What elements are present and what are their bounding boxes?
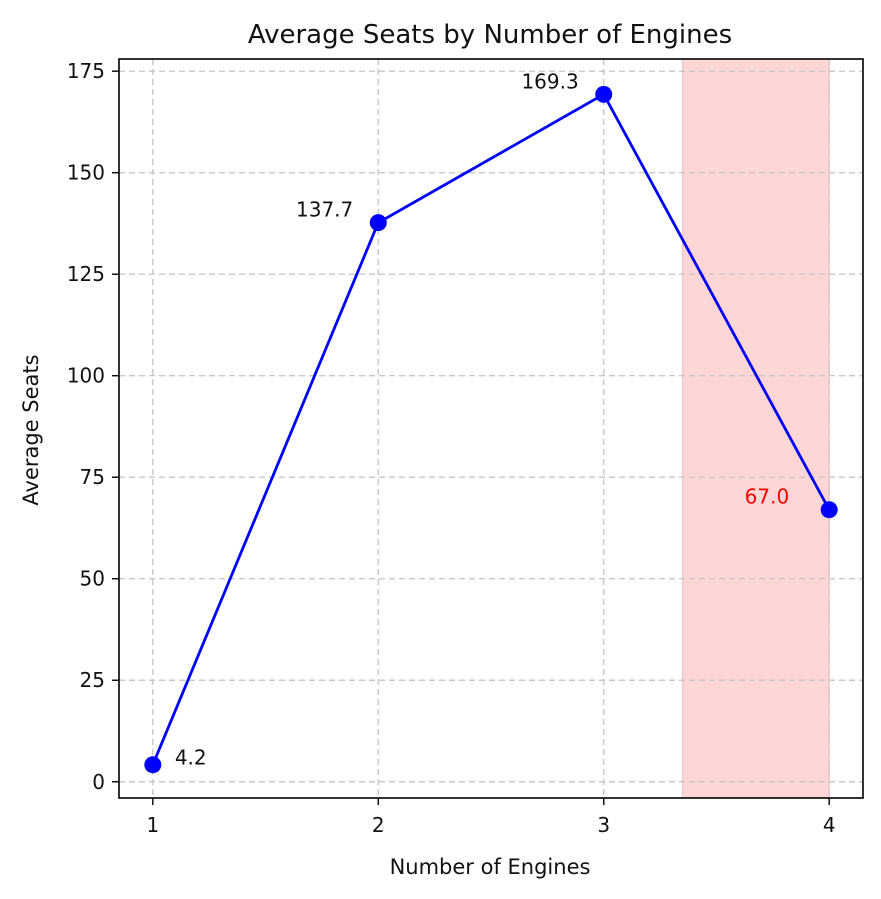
y-tick-label: 125: [67, 262, 105, 286]
data-point: [369, 214, 387, 232]
x-tick-label: 4: [823, 813, 836, 837]
y-tick-label: 150: [67, 161, 105, 185]
data-label: 169.3: [521, 69, 578, 93]
plot-frame: [118, 58, 864, 799]
data-label: 137.7: [296, 198, 353, 222]
highlight-span: [682, 58, 830, 799]
x-tick-label: 3: [597, 813, 610, 837]
data-point: [595, 85, 613, 103]
chart-title: Average Seats by Number of Engines: [248, 20, 732, 50]
y-tick-label: 50: [80, 567, 105, 591]
x-tick-label: 2: [372, 813, 385, 837]
series-line: [151, 92, 831, 766]
data-label: 67.0: [745, 485, 790, 509]
y-tick-label: 25: [80, 668, 105, 692]
y-tick-label: 0: [92, 770, 105, 794]
y-tick-label: 75: [80, 465, 105, 489]
data-point: [820, 501, 838, 519]
x-axis-label: Number of Engines: [390, 855, 591, 879]
y-tick-label: 100: [67, 364, 105, 388]
x-tick-label: 1: [146, 813, 159, 837]
y-tick-label: 175: [67, 59, 105, 83]
data-label: 4.2: [175, 746, 207, 770]
data-point: [144, 756, 162, 774]
y-axis-label: Average Seats: [19, 354, 43, 505]
